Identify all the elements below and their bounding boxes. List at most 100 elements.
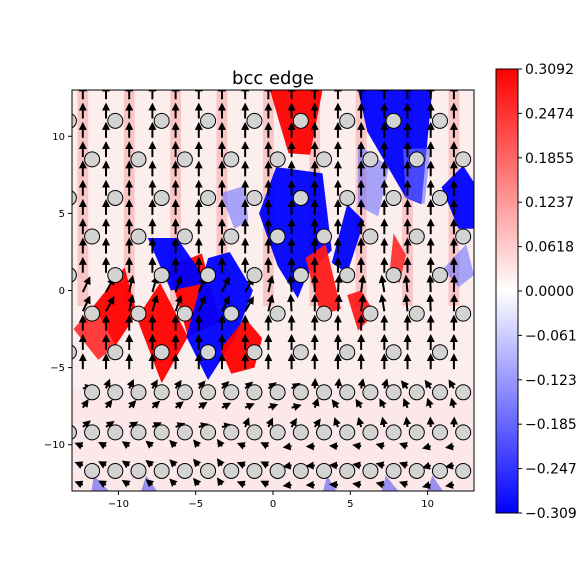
- atom: [362, 462, 379, 479]
- atom: [269, 384, 286, 401]
- atom: [431, 384, 448, 401]
- atom: [455, 384, 472, 401]
- atom: [385, 267, 402, 284]
- atom: [72, 425, 77, 440]
- atom: [176, 424, 193, 441]
- atom: [292, 344, 309, 361]
- atom: [339, 112, 356, 129]
- atom: [246, 267, 263, 284]
- y-tick-label: −5: [50, 363, 65, 374]
- y-tick-label: 5: [59, 209, 65, 220]
- atom: [408, 462, 425, 479]
- displacement-arrow: [81, 295, 91, 312]
- atom: [153, 384, 170, 401]
- atom: [316, 305, 333, 322]
- displacement-arrow: [74, 442, 84, 450]
- colorbar-tick-label: 0.2474: [525, 106, 574, 122]
- displacement-arrow: [357, 378, 366, 389]
- colorbar-tick-label: −0.3092: [525, 506, 576, 522]
- displacement-arrow: [445, 442, 455, 451]
- displacement-arrow: [352, 480, 362, 489]
- x-tick-label: 0: [270, 499, 276, 510]
- displacement-arrow: [221, 402, 232, 410]
- atom: [269, 151, 286, 168]
- displacement-arrow: [260, 480, 270, 488]
- displacement-arrow: [402, 398, 411, 409]
- atom: [269, 305, 286, 322]
- displacement-arrow: [358, 274, 367, 293]
- atom: [339, 267, 356, 284]
- atom: [176, 462, 193, 479]
- displacement-arrow: [151, 422, 162, 430]
- displacement-arrow: [145, 479, 155, 488]
- arrow-layer: [74, 90, 459, 489]
- displacement-arrow: [169, 459, 178, 468]
- atom: [84, 228, 101, 245]
- atom: [72, 190, 77, 206]
- y-tick-label: −10: [44, 440, 65, 451]
- displacement-arrow: [174, 294, 183, 312]
- atom: [153, 344, 170, 361]
- atom: [130, 462, 147, 479]
- atom: [362, 228, 379, 245]
- colorbar-tick-label: 0.1855: [525, 151, 574, 167]
- atom: [223, 384, 240, 401]
- displacement-arrow: [221, 295, 230, 312]
- displacement-arrow: [266, 294, 275, 312]
- atom: [130, 228, 147, 245]
- atom: [431, 424, 448, 441]
- atom: [455, 462, 472, 479]
- atom: [431, 189, 448, 206]
- displacement-arrow: [242, 417, 250, 428]
- atom: [362, 384, 379, 401]
- displacement-arrow: [127, 274, 136, 293]
- colorbar-tick-label: 0.0618: [525, 240, 574, 256]
- displacement-arrow: [105, 296, 115, 312]
- atom: [176, 228, 193, 245]
- displacement-arrow: [445, 481, 455, 489]
- atom: [200, 189, 217, 206]
- displacement-arrow: [399, 480, 408, 489]
- displacement-arrow: [402, 293, 411, 312]
- plot-area: −10 −5 0 5 10 −10 −5 0 5 10: [44, 89, 475, 510]
- atom: [316, 424, 333, 441]
- displacement-arrow: [352, 461, 362, 470]
- field-patch-soft: [220, 185, 249, 229]
- atom: [385, 112, 402, 129]
- atom: [339, 462, 356, 479]
- displacement-arrow: [150, 379, 158, 389]
- atom: [339, 424, 356, 441]
- atom: [385, 424, 402, 441]
- atom: [455, 424, 472, 441]
- displacement-arrow: [151, 400, 161, 409]
- displacement-arrow: [424, 379, 433, 390]
- atom: [130, 424, 147, 441]
- displacement-arrow: [289, 417, 297, 428]
- displacement-arrow: [236, 480, 246, 489]
- colorbar-tick-label: −0.0618: [525, 328, 576, 344]
- atom: [153, 462, 170, 479]
- displacement-arrow: [331, 399, 340, 409]
- displacement-arrow: [282, 442, 292, 451]
- displacement-arrow: [193, 458, 202, 468]
- field-stripe: [123, 90, 135, 306]
- x-tick-label: −10: [108, 499, 129, 510]
- field-patch: [93, 267, 137, 347]
- displacement-arrow: [127, 294, 136, 312]
- atom: [455, 305, 472, 322]
- x-axis: −10 −5 0 5 10: [108, 491, 434, 510]
- displacement-arrow: [244, 296, 254, 312]
- displacement-arrow: [375, 442, 385, 450]
- displacement-arrow: [334, 274, 343, 293]
- atom: [84, 305, 101, 322]
- x-tick-label: 10: [421, 499, 434, 510]
- atom: [84, 151, 101, 168]
- displacement-arrow: [98, 461, 108, 469]
- atom: [408, 424, 425, 441]
- displacement-arrow: [244, 381, 254, 390]
- atom: [246, 384, 263, 401]
- displacement-arrow: [291, 382, 301, 391]
- atom: [431, 462, 448, 479]
- displacement-arrow: [334, 377, 343, 389]
